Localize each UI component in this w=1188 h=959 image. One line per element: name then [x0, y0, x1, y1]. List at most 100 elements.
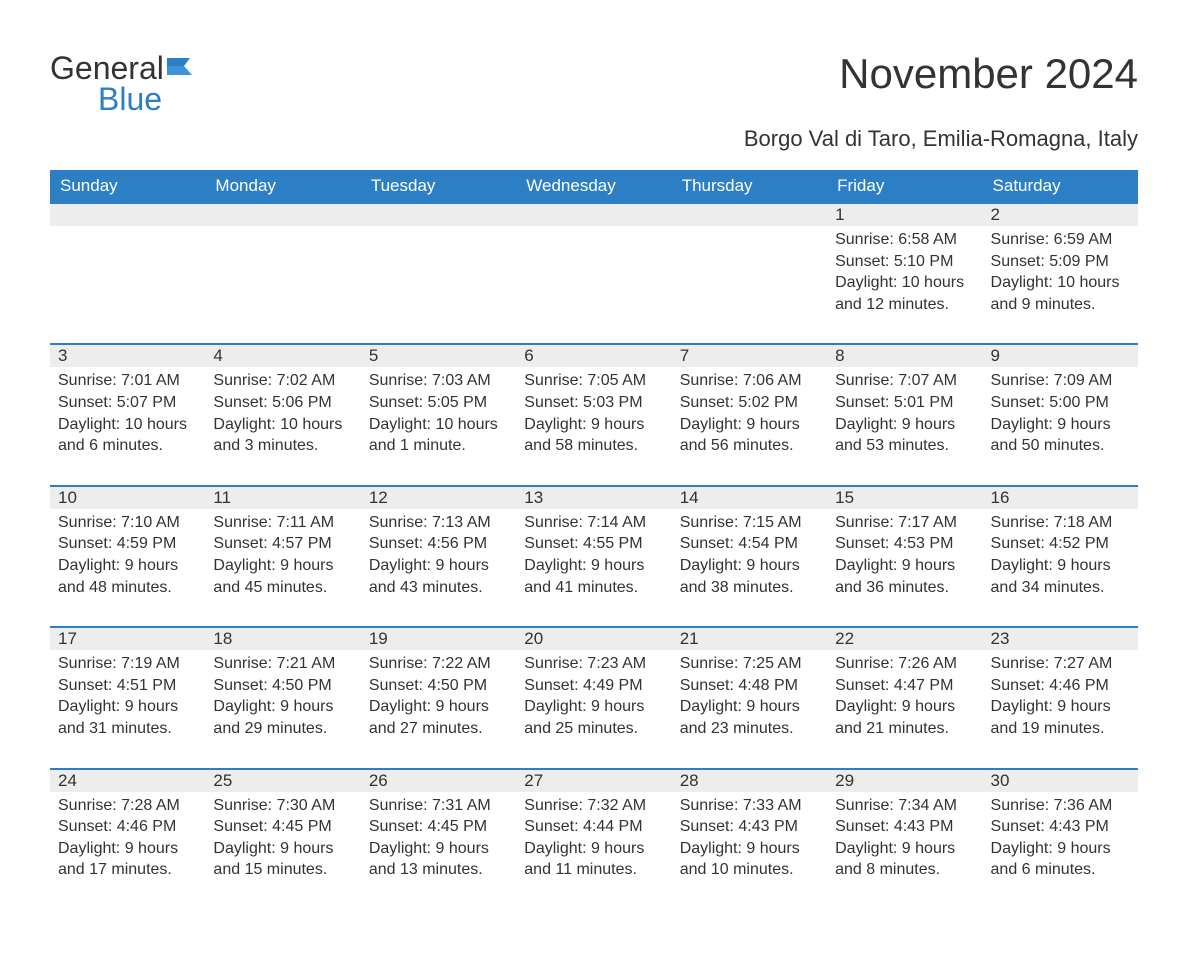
- day-number-cell: 9: [983, 344, 1138, 367]
- day-info-line: Daylight: 9 hours: [680, 838, 819, 860]
- day-info-line: and 27 minutes.: [369, 718, 508, 740]
- day-info-line: Sunset: 4:49 PM: [524, 675, 663, 697]
- day-number-cell: 7: [672, 344, 827, 367]
- day-info-line: and 56 minutes.: [680, 435, 819, 457]
- day-number-cell: 5: [361, 344, 516, 367]
- day-info-line: Sunrise: 7:01 AM: [58, 370, 197, 392]
- day-info-line: Daylight: 9 hours: [213, 696, 352, 718]
- logo: General Blue: [50, 50, 198, 118]
- day-info-line: Daylight: 9 hours: [835, 555, 974, 577]
- day-content-cell: Sunrise: 7:09 AMSunset: 5:00 PMDaylight:…: [983, 367, 1138, 485]
- day-info-line: Sunset: 5:02 PM: [680, 392, 819, 414]
- day-number-cell: 2: [983, 203, 1138, 226]
- day-info-line: Sunrise: 7:07 AM: [835, 370, 974, 392]
- calendar-content-row: Sunrise: 7:28 AMSunset: 4:46 PM Daylight:…: [50, 792, 1138, 909]
- day-content-cell: Sunrise: 7:02 AMSunset: 5:06 PMDaylight:…: [205, 367, 360, 485]
- dayname-header: Friday: [827, 170, 982, 203]
- day-number-cell: 19: [361, 627, 516, 650]
- day-number-cell: [672, 203, 827, 226]
- day-number-cell: 29: [827, 769, 982, 792]
- day-info-line: Daylight: 10 hours: [991, 272, 1130, 294]
- day-info-line: Sunset: 4:44 PM: [524, 816, 663, 838]
- day-content-cell: Sunrise: 7:06 AMSunset: 5:02 PMDaylight:…: [672, 367, 827, 485]
- calendar-daynum-row: 17181920212223: [50, 627, 1138, 650]
- day-info-line: Sunset: 5:07 PM: [58, 392, 197, 414]
- day-info-line: Sunset: 4:46 PM: [58, 816, 197, 838]
- day-info-line: Daylight: 9 hours: [991, 838, 1130, 860]
- day-content-cell: Sunrise: 6:59 AMSunset: 5:09 PMDaylight:…: [983, 226, 1138, 344]
- day-content-cell: Sunrise: 7:33 AMSunset: 4:43 PMDaylight:…: [672, 792, 827, 909]
- day-info-line: and 34 minutes.: [991, 577, 1130, 599]
- day-info-line: Sunrise: 7:02 AM: [213, 370, 352, 392]
- day-info-line: Daylight: 10 hours: [835, 272, 974, 294]
- day-info-line: and 48 minutes.: [58, 577, 197, 599]
- day-content-cell: Sunrise: 7:32 AMSunset: 4:44 PMDaylight:…: [516, 792, 671, 909]
- day-info-line: Sunrise: 7:28 AM: [58, 795, 197, 817]
- day-number-cell: 6: [516, 344, 671, 367]
- dayname-header: Thursday: [672, 170, 827, 203]
- day-info-line: and 23 minutes.: [680, 718, 819, 740]
- day-info-line: Daylight: 10 hours: [369, 414, 508, 436]
- day-info-line: Daylight: 9 hours: [213, 555, 352, 577]
- day-info-line: and 9 minutes.: [991, 294, 1130, 316]
- day-number-cell: [361, 203, 516, 226]
- day-info-line: Sunset: 4:52 PM: [991, 533, 1130, 555]
- calendar-daynum-row: 10111213141516: [50, 486, 1138, 509]
- day-info-line: Sunset: 4:56 PM: [369, 533, 508, 555]
- day-info-line: Sunset: 4:59 PM: [58, 533, 197, 555]
- day-number-cell: 30: [983, 769, 1138, 792]
- day-info-line: Sunrise: 7:23 AM: [524, 653, 663, 675]
- day-content-cell: [205, 226, 360, 344]
- day-info-line: Daylight: 9 hours: [991, 414, 1130, 436]
- day-info-line: Sunset: 4:45 PM: [369, 816, 508, 838]
- day-number-cell: 3: [50, 344, 205, 367]
- day-info-line: Daylight: 9 hours: [680, 414, 819, 436]
- day-info-line: Daylight: 9 hours: [991, 555, 1130, 577]
- day-info-line: Sunset: 5:03 PM: [524, 392, 663, 414]
- day-info-line: Sunset: 5:09 PM: [991, 251, 1130, 273]
- day-number-cell: 18: [205, 627, 360, 650]
- day-info-line: and 50 minutes.: [991, 435, 1130, 457]
- day-content-cell: Sunrise: 7:31 AMSunset: 4:45 PMDaylight:…: [361, 792, 516, 909]
- day-info-line: Sunrise: 7:05 AM: [524, 370, 663, 392]
- day-content-cell: Sunrise: 7:28 AMSunset: 4:46 PMDaylight:…: [50, 792, 205, 909]
- calendar-daynum-row: 3456789: [50, 344, 1138, 367]
- day-info-line: Sunset: 5:05 PM: [369, 392, 508, 414]
- day-content-cell: Sunrise: 7:03 AMSunset: 5:05 PMDaylight:…: [361, 367, 516, 485]
- day-info-line: Sunrise: 7:21 AM: [213, 653, 352, 675]
- day-info-line: Sunset: 4:55 PM: [524, 533, 663, 555]
- day-number-cell: 8: [827, 344, 982, 367]
- day-info-line: Sunrise: 7:11 AM: [213, 512, 352, 534]
- day-content-cell: Sunrise: 7:11 AMSunset: 4:57 PMDaylight:…: [205, 509, 360, 627]
- day-content-cell: Sunrise: 7:21 AMSunset: 4:50 PMDaylight:…: [205, 650, 360, 768]
- day-number-cell: 15: [827, 486, 982, 509]
- day-number-cell: 1: [827, 203, 982, 226]
- day-number-cell: 11: [205, 486, 360, 509]
- day-content-cell: Sunrise: 7:17 AMSunset: 4:53 PMDaylight:…: [827, 509, 982, 627]
- day-info-line: and 58 minutes.: [524, 435, 663, 457]
- day-info-line: Sunset: 4:46 PM: [991, 675, 1130, 697]
- dayname-header: Sunday: [50, 170, 205, 203]
- calendar-body: 12Sunrise: 6:58 AMSunset: 5:10 PMDayligh…: [50, 203, 1138, 909]
- day-info-line: Sunrise: 7:03 AM: [369, 370, 508, 392]
- page-title: November 2024: [839, 50, 1138, 98]
- day-info-line: Daylight: 9 hours: [524, 555, 663, 577]
- day-content-cell: Sunrise: 7:14 AMSunset: 4:55 PMDaylight:…: [516, 509, 671, 627]
- day-content-cell: Sunrise: 7:18 AMSunset: 4:52 PMDaylight:…: [983, 509, 1138, 627]
- day-info-line: Daylight: 9 hours: [213, 838, 352, 860]
- day-content-cell: Sunrise: 7:01 AMSunset: 5:07 PMDaylight:…: [50, 367, 205, 485]
- calendar-content-row: Sunrise: 6:58 AMSunset: 5:10 PMDaylight:…: [50, 226, 1138, 344]
- day-info-line: Sunset: 4:48 PM: [680, 675, 819, 697]
- day-number-cell: 14: [672, 486, 827, 509]
- day-info-line: and 45 minutes.: [213, 577, 352, 599]
- day-info-line: and 1 minute.: [369, 435, 508, 457]
- calendar-daynum-row: 12: [50, 203, 1138, 226]
- day-content-cell: Sunrise: 7:19 AMSunset: 4:51 PMDaylight:…: [50, 650, 205, 768]
- day-info-line: and 25 minutes.: [524, 718, 663, 740]
- day-content-cell: [361, 226, 516, 344]
- day-info-line: Sunset: 4:43 PM: [991, 816, 1130, 838]
- day-info-line: Daylight: 9 hours: [58, 555, 197, 577]
- day-info-line: and 8 minutes.: [835, 859, 974, 881]
- day-info-line: Daylight: 9 hours: [369, 555, 508, 577]
- day-info-line: Daylight: 10 hours: [58, 414, 197, 436]
